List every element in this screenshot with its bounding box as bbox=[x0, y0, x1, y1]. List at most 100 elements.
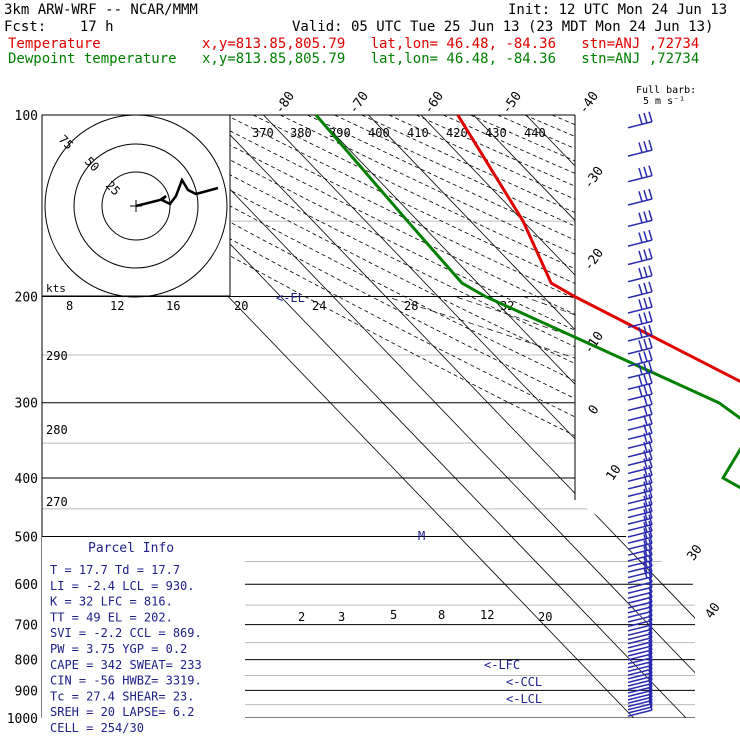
wind-barb-feather bbox=[643, 515, 648, 527]
wind-barb bbox=[627, 636, 653, 645]
pressure-tick-label: 800 bbox=[15, 654, 38, 669]
wind-barb bbox=[627, 450, 653, 458]
isotherm-line bbox=[263, 115, 695, 718]
wind-barb bbox=[627, 615, 653, 623]
wind-barb-feather bbox=[648, 680, 653, 691]
wind-barb-feather bbox=[643, 481, 648, 492]
parcel-info-box bbox=[42, 537, 245, 718]
wind-barb bbox=[627, 559, 653, 568]
temperature-location: x,y=813.85,805.79 lat,lon= 46.48, -84.36… bbox=[202, 36, 700, 52]
wind-barb bbox=[627, 423, 653, 431]
wind-barb-feather bbox=[643, 266, 648, 278]
wind-barb bbox=[627, 699, 653, 708]
wind-barb bbox=[627, 503, 653, 512]
parcel-info-row: K = 32 LFC = 816. bbox=[50, 595, 173, 609]
wind-barb bbox=[627, 542, 653, 550]
wind-barb-feather bbox=[648, 449, 653, 460]
wind-barb bbox=[627, 570, 653, 579]
dry-adiabat bbox=[388, 115, 695, 718]
wind-barb bbox=[627, 596, 653, 604]
dry-adiabat bbox=[361, 115, 695, 718]
wind-barb-feather bbox=[643, 466, 648, 477]
wind-barb-feather bbox=[648, 383, 653, 395]
temp-tick-label: -70 bbox=[346, 89, 372, 117]
wind-barb-feather bbox=[643, 249, 648, 260]
wind-barb-feather bbox=[648, 655, 653, 666]
wind-barb-feather bbox=[648, 673, 653, 684]
dry-adiabat bbox=[198, 115, 695, 718]
temp-tick-label: -30 bbox=[581, 164, 607, 192]
pressure-tick-label: 1000 bbox=[7, 712, 38, 727]
wind-barb-feather bbox=[648, 582, 653, 593]
wind-barb-feather bbox=[638, 191, 643, 202]
wind-barb bbox=[627, 679, 653, 687]
wind-barb-feather bbox=[648, 627, 653, 638]
wind-barb-feather bbox=[648, 311, 653, 322]
wind-barb-feather bbox=[638, 113, 643, 125]
isotherm-line bbox=[473, 115, 695, 718]
wetbulb-label: 12 bbox=[110, 299, 124, 313]
wind-barb-feather bbox=[648, 601, 653, 612]
temp-tick-label: -20 bbox=[581, 246, 607, 274]
wind-barb bbox=[627, 257, 653, 266]
wind-barb-feather bbox=[648, 699, 653, 711]
moist-adiabat bbox=[385, 296, 695, 718]
wind-barb-feather bbox=[638, 352, 643, 363]
level-marker: M bbox=[418, 529, 425, 543]
wind-barb-feather bbox=[648, 423, 653, 434]
wind-barb-feather bbox=[648, 440, 653, 452]
wind-barb bbox=[627, 198, 653, 206]
theta-label: 280 bbox=[46, 423, 68, 437]
wind-barb-feather bbox=[638, 364, 643, 375]
wind-barb-feather bbox=[648, 526, 653, 538]
wind-barb bbox=[627, 219, 653, 228]
wind-barb bbox=[627, 334, 653, 342]
wind-barb bbox=[627, 619, 653, 628]
wind-barb-feather bbox=[638, 340, 643, 351]
theta-label: 290 bbox=[46, 349, 68, 363]
wind-barb bbox=[627, 121, 653, 129]
wind-barb bbox=[627, 672, 653, 680]
wind-barb bbox=[627, 689, 653, 698]
parcel-info-row: SREH = 20 LAPSE= 6.2 bbox=[50, 705, 195, 719]
wind-barb bbox=[627, 586, 653, 594]
wind-barb-feather bbox=[648, 432, 653, 443]
wind-barb-feather bbox=[648, 669, 653, 681]
wind-barb-feather bbox=[638, 299, 643, 310]
temp-tick-label: -50 bbox=[499, 89, 525, 117]
wind-barb bbox=[627, 696, 653, 704]
wind-barb-feather bbox=[648, 614, 653, 626]
wind-barb-feather bbox=[643, 540, 648, 551]
wind-barb-feather bbox=[643, 528, 648, 539]
wind-barb-feather bbox=[648, 571, 653, 583]
forecast-hour: Fcst: 17 h bbox=[4, 19, 114, 35]
wind-barb bbox=[627, 320, 653, 329]
wind-barb bbox=[627, 632, 653, 641]
wind-barb bbox=[627, 649, 653, 657]
wind-barb-feather bbox=[648, 494, 653, 505]
wind-barb-feather bbox=[648, 676, 653, 688]
wind-barb-feather bbox=[648, 605, 653, 617]
pressure-tick-label: 500 bbox=[15, 530, 38, 545]
mixing-ratio-label: 3 bbox=[338, 610, 345, 624]
wetbulb-label: 28 bbox=[404, 299, 418, 313]
dry-adiabat bbox=[415, 115, 695, 718]
wind-barb-feather bbox=[643, 534, 648, 545]
wind-barb bbox=[627, 601, 653, 609]
wind-barb-feather bbox=[643, 351, 648, 362]
wind-barb bbox=[627, 554, 653, 562]
wind-barb-feather bbox=[648, 296, 653, 308]
parcel-info-row: PW = 3.75 YGP = 0.2 bbox=[50, 642, 187, 656]
temperature-legend: Temperature bbox=[8, 36, 101, 52]
temp-tick-label: -40 bbox=[576, 89, 602, 117]
wind-barb bbox=[627, 668, 653, 676]
wind-barb-feather bbox=[643, 495, 648, 507]
wind-barb-feather bbox=[643, 473, 648, 485]
wind-barb-feather bbox=[648, 520, 653, 532]
mixing-ratio-label: 12 bbox=[480, 608, 494, 622]
wind-barb-feather bbox=[638, 375, 643, 386]
wind-barb bbox=[627, 291, 653, 299]
wind-barb bbox=[627, 306, 653, 314]
wind-barb-feather bbox=[648, 623, 653, 634]
